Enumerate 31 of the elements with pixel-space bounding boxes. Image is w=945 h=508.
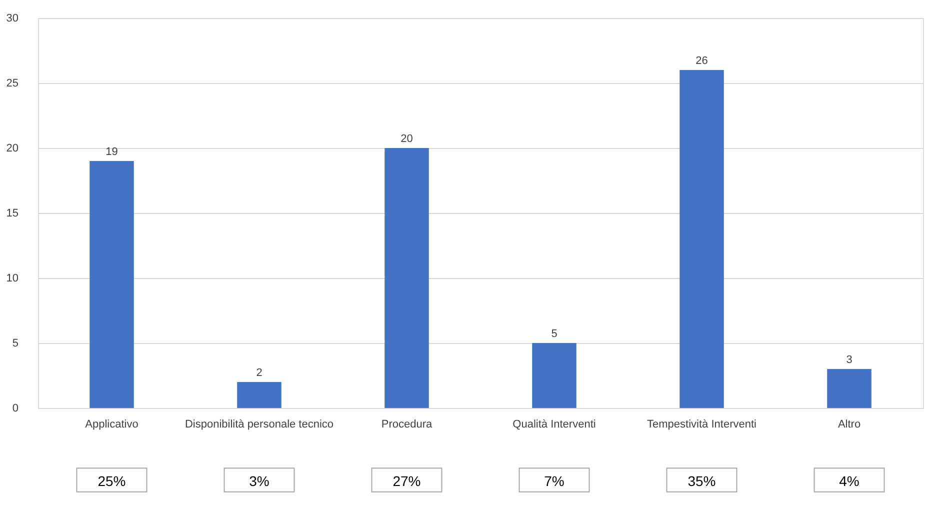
text: 7%	[544, 473, 564, 489]
data-label: 20	[400, 133, 413, 145]
y-tick-label: 20	[6, 142, 18, 154]
bar	[237, 382, 282, 408]
bar	[384, 148, 429, 408]
y-tick-label: 30	[6, 12, 18, 24]
text: 35%	[688, 473, 716, 489]
text: 25%	[98, 473, 126, 489]
x-tick-label: Altro	[838, 418, 861, 430]
data-label: 26	[696, 55, 708, 67]
y-tick-label: 0	[12, 402, 18, 414]
data-label: 2	[256, 367, 262, 379]
text: 27%	[392, 473, 421, 489]
data-label: 5	[551, 328, 558, 340]
y-tick-label: 25	[6, 78, 18, 90]
x-tick-label: Procedura	[381, 418, 433, 430]
data-label: 19	[106, 146, 118, 158]
bar	[90, 161, 134, 408]
bar	[532, 343, 576, 408]
x-tick-label: Disponibilità personale tecnico	[184, 418, 334, 430]
y-tick-label: 10	[6, 272, 18, 284]
data-label: 3	[846, 354, 852, 366]
bar	[680, 70, 724, 408]
text: 4%	[839, 473, 860, 489]
x-tick-label: Tempestività Interventi	[647, 418, 756, 430]
y-tick-label: 15	[6, 208, 18, 220]
text: 3%	[249, 473, 270, 489]
x-tick-label: Qualità Interventi	[512, 418, 596, 430]
x-tick-label: Applicativo	[85, 418, 138, 430]
y-tick-label: 5	[12, 338, 18, 350]
bar	[827, 369, 872, 408]
